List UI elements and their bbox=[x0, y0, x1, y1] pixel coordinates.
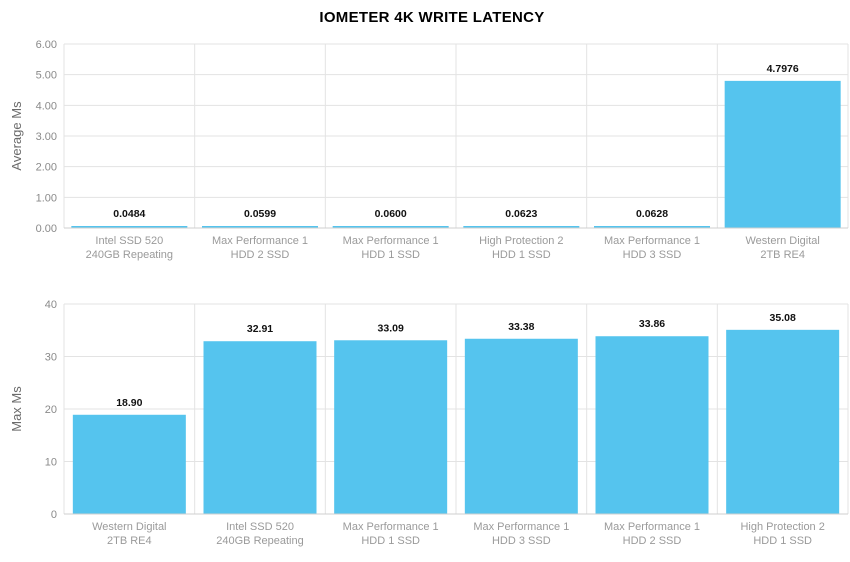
data-label: 32.91 bbox=[247, 323, 273, 335]
y-tick-label: 30 bbox=[45, 352, 57, 364]
y-axis-label: Max Ms bbox=[9, 386, 24, 432]
y-tick-label: 2.00 bbox=[36, 162, 57, 174]
category-label: HDD 1 SSD bbox=[492, 249, 551, 261]
category-label: HDD 2 SSD bbox=[623, 535, 682, 547]
category-label: Western Digital bbox=[92, 521, 166, 533]
data-label: 33.86 bbox=[639, 318, 665, 330]
category-label: HDD 1 SSD bbox=[361, 535, 420, 547]
y-tick-label: 5.00 bbox=[36, 70, 57, 82]
data-label: 0.0599 bbox=[244, 208, 276, 220]
category-label: Western Digital bbox=[745, 235, 819, 247]
data-label: 4.7976 bbox=[767, 63, 799, 75]
bar bbox=[726, 329, 840, 514]
data-label: 0.0628 bbox=[636, 208, 668, 220]
category-label: Max Performance 1 bbox=[604, 521, 700, 533]
category-label: HDD 3 SSD bbox=[623, 249, 682, 261]
y-tick-label: 1.00 bbox=[36, 192, 57, 204]
category-label: Max Performance 1 bbox=[212, 235, 308, 247]
category-label: HDD 1 SSD bbox=[361, 249, 420, 261]
y-tick-label: 10 bbox=[45, 457, 57, 469]
bar bbox=[71, 226, 188, 228]
max-latency-chart: 0 10 20 30 40 Max Ms 18.90 Western Digital 2TB R… bbox=[9, 299, 849, 547]
category-label: 240GB Repeating bbox=[216, 535, 303, 547]
y-tick-label: 4.00 bbox=[36, 100, 57, 112]
y-tick-label: 3.00 bbox=[36, 131, 57, 143]
category-label: High Protection 2 bbox=[740, 521, 824, 533]
y-tick-label: 40 bbox=[45, 299, 57, 311]
category-label: 240GB Repeating bbox=[86, 249, 173, 261]
bar bbox=[464, 338, 578, 514]
data-label: 35.08 bbox=[770, 312, 796, 324]
data-label: 33.38 bbox=[508, 321, 534, 333]
y-tick-label: 0.00 bbox=[36, 223, 57, 235]
y-tick-label: 20 bbox=[45, 404, 57, 416]
bar bbox=[203, 341, 317, 514]
bar bbox=[202, 226, 318, 228]
bar bbox=[334, 340, 448, 514]
category-label: 2TB RE4 bbox=[107, 535, 152, 547]
bar bbox=[594, 226, 710, 228]
category-label: Intel SSD 520 bbox=[95, 235, 163, 247]
category-label: Intel SSD 520 bbox=[226, 521, 294, 533]
bar bbox=[595, 336, 709, 514]
data-label: 0.0623 bbox=[505, 208, 537, 220]
data-label: 0.0600 bbox=[375, 208, 407, 220]
bar bbox=[72, 414, 186, 514]
data-label: 0.0484 bbox=[113, 208, 145, 220]
y-tick-label: 0 bbox=[51, 509, 57, 521]
category-label: Max Performance 1 bbox=[343, 235, 439, 247]
bar bbox=[332, 226, 449, 228]
y-tick-label: 6.00 bbox=[36, 39, 57, 51]
category-label: Max Performance 1 bbox=[343, 521, 439, 533]
bar bbox=[463, 226, 580, 228]
y-axis-label: Average Ms bbox=[9, 101, 24, 171]
category-label: 2TB RE4 bbox=[760, 249, 805, 261]
category-label: Max Performance 1 bbox=[473, 521, 569, 533]
data-label: 33.09 bbox=[378, 322, 404, 334]
category-label: HDD 2 SSD bbox=[231, 249, 290, 261]
bar bbox=[724, 80, 841, 228]
category-label: Max Performance 1 bbox=[604, 235, 700, 247]
category-label: HDD 1 SSD bbox=[753, 535, 812, 547]
category-label: High Protection 2 bbox=[479, 235, 563, 247]
average-latency-chart: 0.00 1.00 2.00 3.00 4.00 5.00 6.00 Average Ms 0.… bbox=[9, 39, 849, 261]
data-label: 18.90 bbox=[116, 397, 142, 409]
chart-title: IOMETER 4K WRITE LATENCY bbox=[319, 9, 544, 26]
category-label: HDD 3 SSD bbox=[492, 535, 551, 547]
